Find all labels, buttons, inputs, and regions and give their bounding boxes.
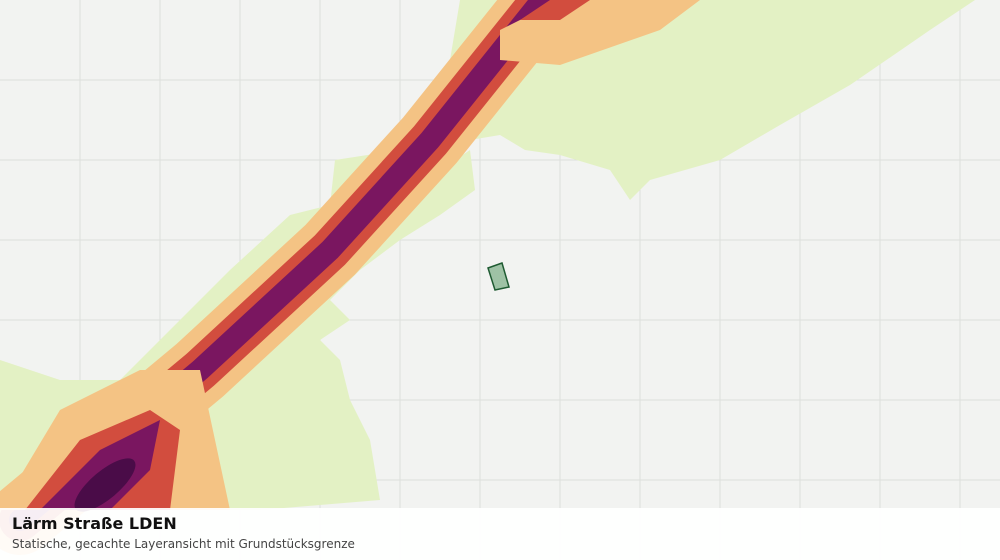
layer-title: Lärm Straße LDEN xyxy=(12,514,177,533)
parcel-boundary xyxy=(487,262,510,291)
noise-zone-65 xyxy=(520,0,590,20)
noise-zone-70 xyxy=(40,420,160,510)
layer-subtitle: Statische, gecachte Layeransicht mit Gru… xyxy=(12,537,355,551)
caption: Lärm Straße LDEN Statische, gecachte Lay… xyxy=(0,508,1000,560)
noise-zone-75 xyxy=(74,458,136,512)
